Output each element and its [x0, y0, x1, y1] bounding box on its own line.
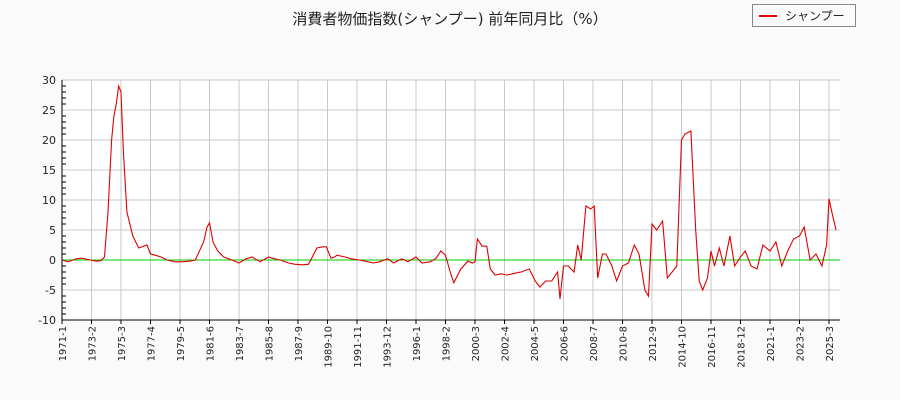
- y-tick-label: 30: [42, 74, 56, 87]
- x-tick-label: 2025-3: [825, 326, 836, 361]
- y-tick-label: 15: [42, 164, 56, 177]
- x-tick-label: 2021-1: [766, 326, 777, 361]
- x-tick-label: 1983-7: [235, 326, 246, 361]
- x-tick-label: 2008-7: [589, 326, 600, 361]
- series-line-shampoo: [61, 83, 837, 300]
- x-tick-label: 2004-5: [530, 326, 541, 361]
- legend-swatch-icon: [759, 14, 777, 17]
- x-tick-label: 2010-8: [619, 326, 630, 361]
- x-tick-label: 2000-3: [471, 326, 482, 361]
- x-tick-label: 2012-9: [648, 326, 659, 361]
- x-tick-label: 2016-11: [707, 326, 718, 368]
- x-tick-label: 1973-2: [88, 326, 99, 361]
- y-tick-label: 0: [49, 254, 56, 267]
- x-tick-label: 1989-10: [324, 326, 335, 368]
- y-tick-label: 20: [42, 134, 56, 147]
- x-tick-label: 1985-8: [265, 326, 276, 361]
- x-tick-label: 1977-4: [147, 326, 158, 361]
- x-tick-label: 1971-1: [58, 326, 69, 361]
- x-tick-label: 1981-6: [206, 326, 217, 361]
- x-tick-label: 1987-9: [294, 326, 305, 361]
- legend: シャンプー: [752, 4, 856, 27]
- x-tick-label: 1998-2: [442, 326, 453, 361]
- x-tick-label: 2002-4: [501, 326, 512, 361]
- x-tick-label: 2018-12: [737, 326, 748, 368]
- chart-title: 消費者物価指数(シャンプー) 前年同月比（%）: [292, 10, 608, 28]
- x-axis: 1971-1 1973-2 1975-3 1977-4 1979-5 1981-6 1983…: [58, 320, 836, 368]
- x-tick-label: 2006-6: [560, 326, 571, 361]
- y-tick-label: 25: [42, 104, 56, 117]
- x-tick-label: 2023-2: [796, 326, 807, 361]
- x-tick-label: 2014-10: [678, 326, 689, 368]
- x-tick-label: 1979-5: [176, 326, 187, 361]
- y-tick-label: 10: [42, 194, 56, 207]
- x-tick-label: 1993-12: [383, 326, 394, 368]
- x-tick-label: 1996-1: [412, 326, 423, 361]
- y-tick-label: 5: [49, 224, 56, 237]
- y-tick-label: -5: [45, 284, 56, 297]
- x-tick-label: 1975-3: [117, 326, 128, 361]
- x-tick-label: 1991-11: [353, 326, 364, 368]
- y-axis: -10 -5 0 5 10 15 20 25 30: [38, 74, 66, 327]
- legend-label: シャンプー: [785, 9, 845, 23]
- y-tick-label: -10: [38, 314, 56, 327]
